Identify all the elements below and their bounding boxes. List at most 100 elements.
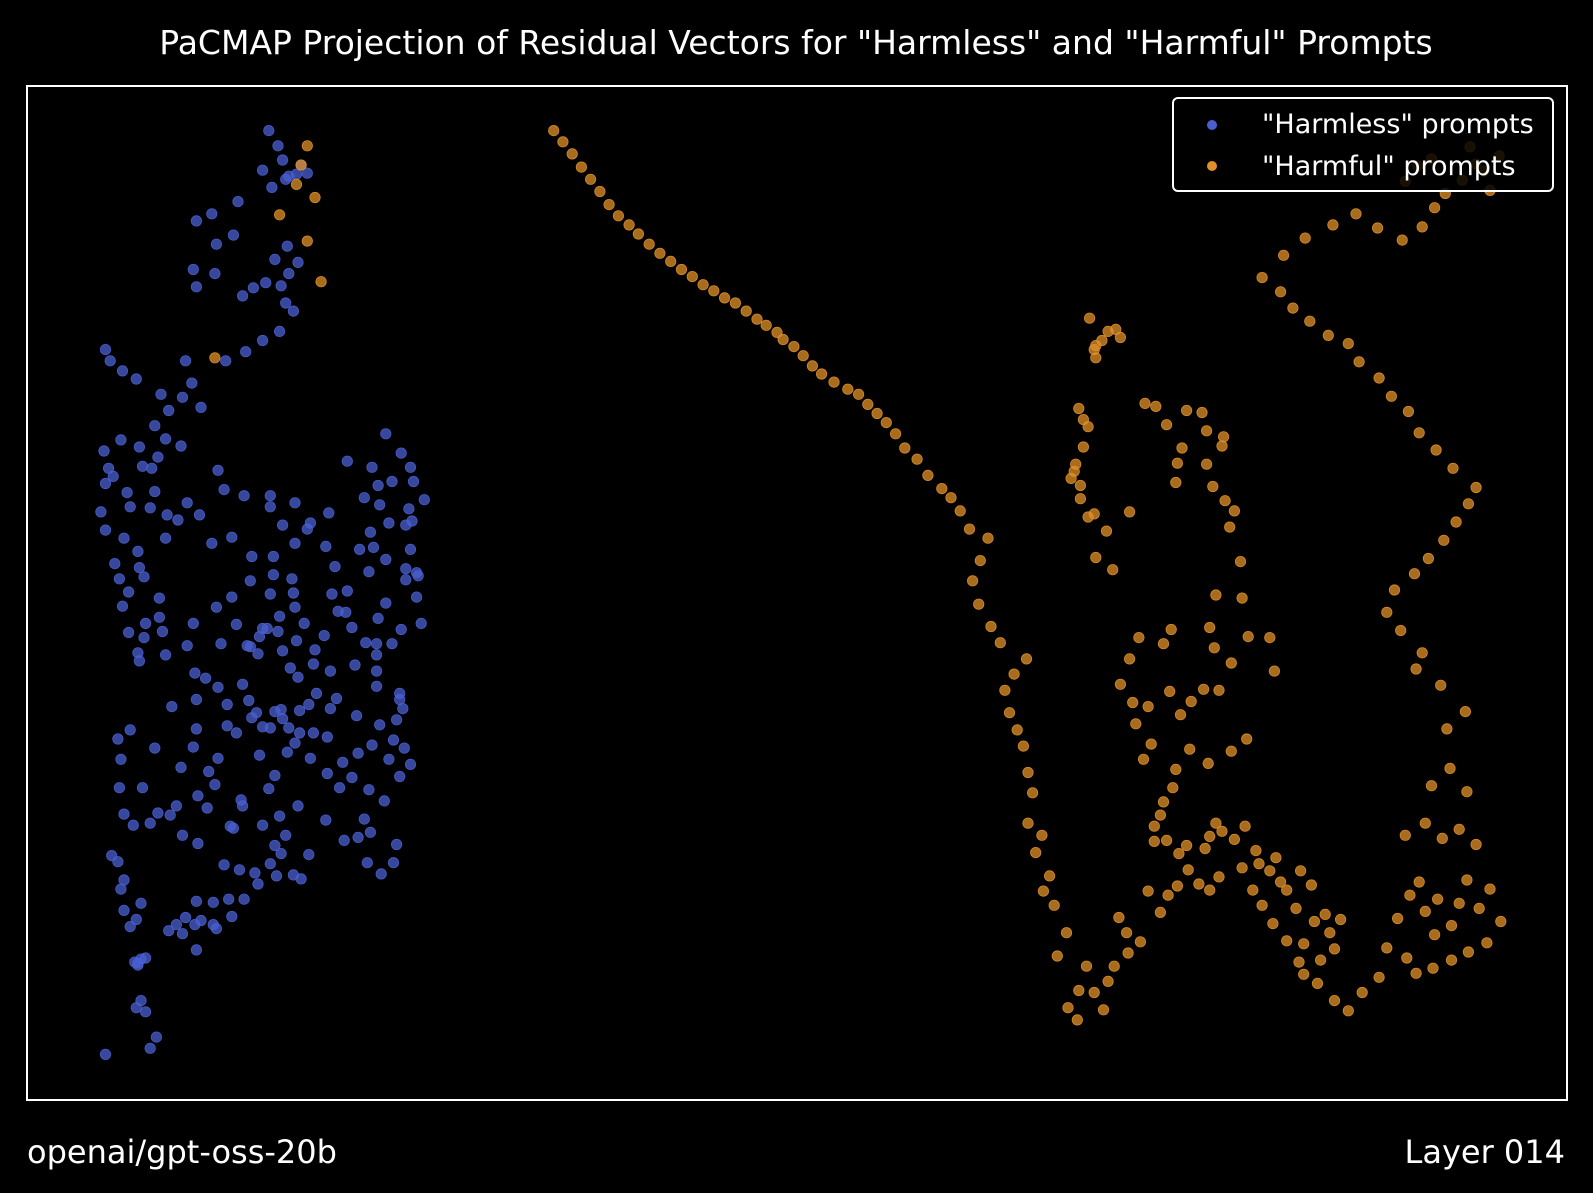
harmless-point bbox=[283, 722, 295, 734]
harmless-point bbox=[289, 537, 301, 549]
harmless-point bbox=[190, 895, 202, 907]
harmless-point bbox=[289, 497, 301, 509]
harmful-point bbox=[1495, 915, 1507, 928]
harmful-point bbox=[1003, 707, 1016, 719]
harmful-point bbox=[1319, 908, 1331, 921]
harmless-point bbox=[176, 391, 189, 403]
harmful-point bbox=[1267, 917, 1279, 930]
harmless-point bbox=[192, 790, 204, 802]
harmful-point bbox=[740, 305, 752, 317]
harmful-point bbox=[1062, 1002, 1074, 1014]
layer-label: Layer 014 bbox=[1405, 1133, 1565, 1171]
harmless-point bbox=[290, 635, 303, 647]
harmless-point bbox=[352, 747, 364, 759]
harmful-point bbox=[1281, 935, 1293, 947]
harmless-point bbox=[320, 540, 332, 553]
harmful-point bbox=[1154, 809, 1167, 821]
harmful-point bbox=[1170, 476, 1182, 489]
harmless-point bbox=[155, 388, 167, 400]
harmless-point bbox=[112, 733, 124, 745]
harmless-point bbox=[99, 524, 112, 536]
harmless-point bbox=[321, 767, 333, 780]
harmful-point bbox=[584, 173, 597, 185]
harmful-point bbox=[1422, 552, 1435, 565]
harmless-point bbox=[116, 600, 129, 612]
harmless-point bbox=[341, 455, 353, 467]
harmful-point bbox=[1208, 642, 1220, 654]
harmless-point bbox=[404, 758, 417, 771]
harmless-point bbox=[253, 630, 266, 643]
harmful-point bbox=[1134, 936, 1147, 948]
harmful-point bbox=[1213, 871, 1225, 883]
harmless-point bbox=[187, 741, 199, 753]
harmless-point bbox=[350, 710, 363, 722]
harmless-point bbox=[153, 611, 165, 623]
harmful-point bbox=[295, 159, 307, 171]
harmful-point bbox=[1408, 568, 1421, 580]
harmful-point bbox=[1462, 498, 1475, 510]
harmless-point bbox=[252, 648, 264, 660]
harmful-point bbox=[1202, 757, 1214, 770]
harmful-point bbox=[1165, 623, 1177, 636]
harmless-point bbox=[269, 769, 281, 782]
harmful-point bbox=[828, 376, 840, 388]
harmful-point bbox=[1470, 481, 1482, 494]
harmless-point bbox=[237, 678, 249, 690]
harmless-point bbox=[264, 722, 276, 734]
harmful-point bbox=[1290, 902, 1302, 915]
harmful-point bbox=[1090, 551, 1102, 564]
harmless-point bbox=[136, 460, 149, 472]
harmless-point bbox=[193, 509, 206, 521]
harmful-point bbox=[1315, 954, 1327, 966]
harmful-point bbox=[665, 255, 677, 267]
harmless-point bbox=[261, 622, 273, 635]
harmless-point bbox=[372, 479, 384, 492]
harmful-point bbox=[1444, 762, 1456, 775]
harmful-point bbox=[1022, 817, 1034, 829]
harmful-point bbox=[1145, 738, 1157, 750]
model-name-label: openai/gpt-oss-20b bbox=[27, 1133, 337, 1171]
harmless-point bbox=[98, 445, 110, 457]
harmful-point bbox=[1470, 838, 1482, 851]
harmful-point bbox=[815, 368, 828, 380]
harmful-point bbox=[632, 228, 645, 240]
harmless-point bbox=[118, 808, 130, 820]
harmful-point bbox=[1324, 927, 1336, 939]
harmless-point bbox=[309, 644, 321, 656]
harmless-point bbox=[397, 702, 409, 715]
harmful-point bbox=[974, 554, 986, 567]
harmless-point bbox=[390, 714, 403, 726]
harmless-point bbox=[230, 727, 242, 739]
harmless-point bbox=[249, 867, 261, 879]
harmful-point bbox=[1256, 271, 1268, 284]
harmful-point bbox=[1181, 404, 1193, 417]
harmless-point bbox=[318, 629, 330, 642]
harmless-point bbox=[181, 497, 193, 509]
harmless-point bbox=[256, 334, 269, 347]
harmless-point bbox=[133, 561, 145, 574]
harmless-point bbox=[115, 753, 127, 765]
harmful-point bbox=[1201, 458, 1213, 470]
harmless-point bbox=[330, 692, 343, 705]
harmful-point bbox=[994, 637, 1006, 649]
harmful-point bbox=[594, 185, 606, 198]
harmful-point bbox=[1114, 331, 1127, 344]
harmful-point bbox=[566, 148, 578, 160]
harmful-point bbox=[1121, 927, 1133, 939]
harmful-point bbox=[729, 297, 742, 309]
harmful-point bbox=[1036, 829, 1048, 841]
harmless-point bbox=[324, 702, 336, 715]
harmful-point bbox=[1462, 946, 1475, 958]
harmless-point bbox=[273, 610, 286, 622]
harmless-point bbox=[164, 809, 176, 821]
harmful-point bbox=[1395, 624, 1407, 637]
harmless-point bbox=[266, 181, 278, 193]
harmful-point bbox=[1322, 329, 1334, 341]
harmless-point bbox=[276, 519, 289, 531]
harmful-point bbox=[1060, 927, 1073, 939]
harmless-point bbox=[195, 401, 207, 413]
harmless-point bbox=[301, 523, 313, 535]
harmless-point bbox=[264, 588, 276, 600]
harmful-point bbox=[1037, 885, 1050, 897]
harmless-point bbox=[172, 514, 184, 526]
